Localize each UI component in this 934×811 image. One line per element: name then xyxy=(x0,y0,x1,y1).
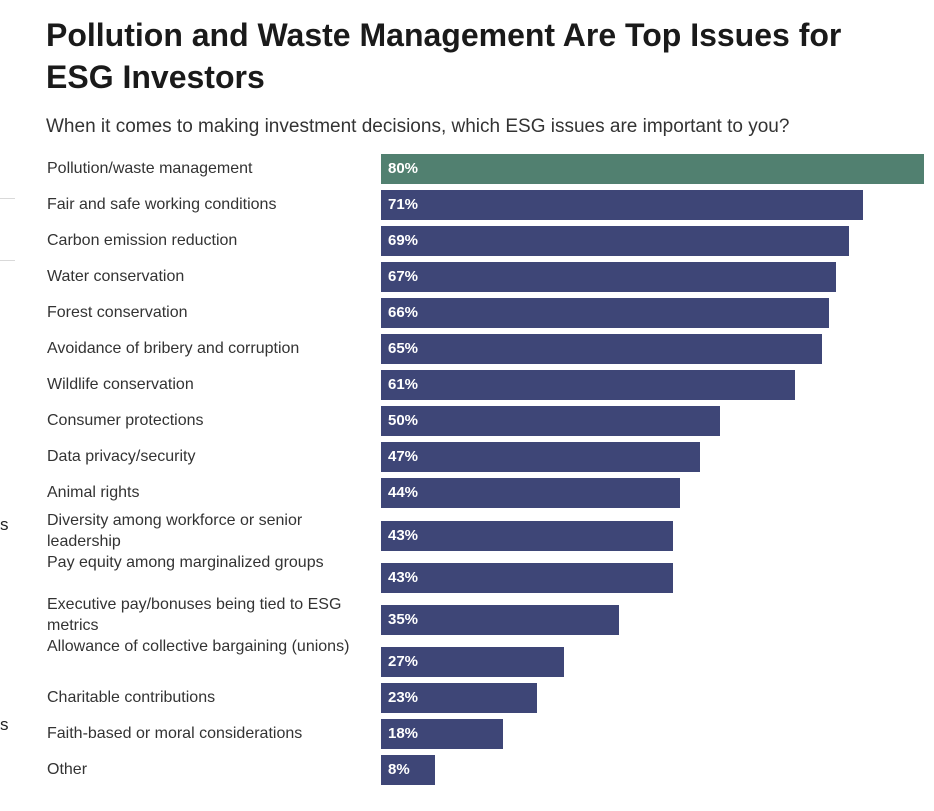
bar-value-label: 44% xyxy=(388,484,419,501)
bar-value-label: 27% xyxy=(388,653,419,670)
category-label: Consumer protections xyxy=(47,412,204,429)
bar-value-label: 43% xyxy=(388,569,419,586)
left-edge-text-fragment: s xyxy=(0,715,9,734)
bar xyxy=(381,190,863,220)
bar xyxy=(381,683,538,713)
bar xyxy=(381,442,700,472)
bar-value-label: 66% xyxy=(388,304,419,321)
bar xyxy=(381,563,673,593)
category-label: Water conservation xyxy=(47,268,185,285)
bar xyxy=(381,154,924,184)
bar-value-label: 80% xyxy=(388,160,419,177)
category-label: Avoidance of bribery and corruption xyxy=(47,340,300,357)
category-label: Forest conservation xyxy=(47,304,188,321)
bar-value-label: 50% xyxy=(388,412,419,429)
category-label: Faith-based or moral considerations xyxy=(47,725,303,742)
category-label: Pay equity among marginalized groups xyxy=(47,554,324,571)
bar-value-label: 35% xyxy=(388,611,419,628)
bar xyxy=(381,406,721,436)
bar-value-label: 23% xyxy=(388,689,419,706)
bar xyxy=(381,719,504,749)
left-edge-text-fragment: s xyxy=(0,515,9,534)
left-edge-divider xyxy=(0,198,15,199)
chart-subtitle: When it comes to making investment decis… xyxy=(46,116,790,137)
category-label: Diversity among workforce or senior lead… xyxy=(47,512,303,550)
bar-value-label: 47% xyxy=(388,448,419,465)
category-label: Wildlife conservation xyxy=(47,376,194,393)
bar-value-label: 67% xyxy=(388,268,419,285)
bar xyxy=(381,647,565,677)
category-label: Pollution/waste management xyxy=(47,160,253,177)
bar-value-label: 18% xyxy=(388,725,419,742)
bar-value-label: 61% xyxy=(388,376,419,393)
bar xyxy=(381,521,673,551)
bar xyxy=(381,755,436,785)
bar xyxy=(381,478,680,508)
category-label: Data privacy/security xyxy=(47,448,196,465)
bar xyxy=(381,262,836,292)
bar-value-label: 8% xyxy=(388,761,410,778)
bar xyxy=(381,334,823,364)
category-label: Fair and safe working conditions xyxy=(47,196,277,213)
left-edge-divider xyxy=(0,260,15,261)
bar xyxy=(381,226,850,256)
category-label: Animal rights xyxy=(47,484,140,501)
category-label: Other xyxy=(47,761,88,778)
chart-title: Pollution and Waste Management Are Top I… xyxy=(46,17,842,95)
bar-value-label: 43% xyxy=(388,527,419,544)
bar-value-label: 69% xyxy=(388,232,419,249)
category-label: Executive pay/bonuses being tied to ESG … xyxy=(47,596,342,634)
category-label: Carbon emission reduction xyxy=(47,232,238,249)
bar-value-label: 71% xyxy=(388,196,419,213)
bar xyxy=(381,605,619,635)
bar xyxy=(381,370,796,400)
category-label: Charitable contributions xyxy=(47,689,216,706)
bar-value-label: 65% xyxy=(388,340,419,357)
category-label: Allowance of collective bargaining (unio… xyxy=(47,638,350,655)
bar xyxy=(381,298,829,328)
